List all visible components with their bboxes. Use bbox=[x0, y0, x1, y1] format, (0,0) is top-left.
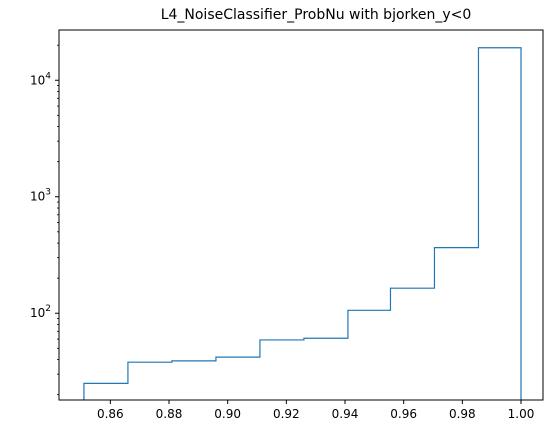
x-tick-label: 1.00 bbox=[508, 407, 535, 421]
x-tick-label: 0.94 bbox=[332, 407, 359, 421]
histogram-bin bbox=[128, 362, 172, 400]
histogram-bin bbox=[84, 383, 128, 400]
x-tick-label: 0.88 bbox=[156, 407, 183, 421]
y-tick-label: 102 bbox=[30, 304, 51, 320]
x-tick-label: 0.92 bbox=[273, 407, 300, 421]
histogram-step-line bbox=[83, 47, 522, 400]
histogram-bin bbox=[304, 338, 348, 400]
x-tick-label: 0.90 bbox=[214, 407, 241, 421]
y-tick-label: 104 bbox=[30, 71, 51, 87]
histogram-bin bbox=[434, 248, 478, 400]
plot-area bbox=[83, 47, 522, 400]
x-axis: 0.86 0.88 0.90 0.92 0.94 0.96 0.98 1.00 bbox=[97, 400, 534, 421]
y-tick-label: 103 bbox=[30, 188, 51, 204]
histogram-bin bbox=[260, 340, 304, 400]
axes-frame bbox=[58, 29, 544, 401]
histogram-bin bbox=[478, 48, 521, 400]
histogram-bin bbox=[390, 288, 434, 400]
x-tick-label: 0.96 bbox=[390, 407, 417, 421]
histogram-bin bbox=[348, 310, 391, 400]
y-axis: 102 103 104 bbox=[30, 44, 59, 396]
histogram-bin bbox=[172, 361, 216, 400]
histogram-bin bbox=[216, 357, 260, 400]
chart-title: L4_NoiseClassifier_ProbNu with bjorken_y… bbox=[161, 7, 472, 23]
x-tick-label: 0.86 bbox=[97, 407, 124, 421]
x-tick-label: 0.98 bbox=[449, 407, 476, 421]
